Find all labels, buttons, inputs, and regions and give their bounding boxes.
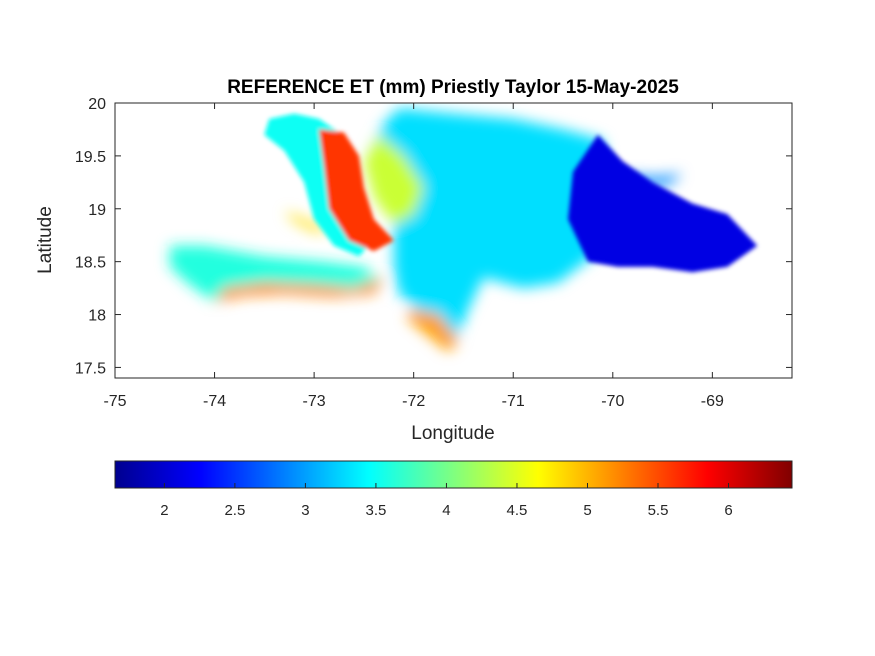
y-tick-label: 19 — [88, 202, 106, 219]
x-tick-label: -72 — [402, 393, 425, 410]
colorbar-tick-label: 3 — [301, 502, 309, 519]
x-tick-label: -71 — [502, 393, 525, 410]
colorbar-tick-label: 6 — [724, 502, 732, 519]
x-tick-label: -75 — [103, 393, 126, 410]
chart-title: REFERENCE ET (mm) Priestly Taylor 15-May… — [227, 77, 679, 98]
y-tick-label: 18 — [88, 308, 106, 325]
colorbar — [114, 460, 793, 489]
map-region — [368, 108, 608, 347]
y-axis-label: Latitude — [35, 206, 56, 274]
colorbar-tick-label: 5 — [583, 502, 591, 519]
x-tick-label: -69 — [701, 393, 724, 410]
map-region — [214, 277, 384, 302]
map-region — [363, 134, 424, 225]
map-region — [408, 309, 459, 352]
colorbar-tick-label: 3.5 — [365, 502, 386, 519]
map-layer — [169, 108, 758, 352]
y-tick-label: 19.5 — [75, 149, 106, 166]
y-tick-label: 18.5 — [75, 255, 106, 272]
x-axis-label: Longitude — [411, 423, 494, 444]
colorbar-ticks: 2 2.5 3 3.5 4 4.5 5 5.5 6 — [160, 483, 733, 519]
map-region — [284, 210, 330, 232]
x-tick-label: -74 — [203, 393, 226, 410]
colorbar-tick-label: 4.5 — [507, 502, 528, 519]
x-axis: -75 -74 -73 -72 -71 -70 -69 — [103, 103, 724, 410]
y-tick-label: 17.5 — [75, 360, 106, 377]
map-region — [319, 129, 394, 252]
y-axis: 17.5 18 18.5 19 19.5 20 — [75, 96, 792, 377]
colorbar-tick-label: 2.5 — [224, 502, 245, 519]
map-region — [568, 134, 758, 273]
colorbar-tick-label: 5.5 — [648, 502, 669, 519]
colorbar-tick-label: 4 — [442, 502, 450, 519]
plot-frame — [114, 102, 793, 379]
y-tick-label: 20 — [88, 96, 106, 113]
x-tick-label: -73 — [303, 393, 326, 410]
colorbar-tick-label: 2 — [160, 502, 168, 519]
x-tick-label: -70 — [601, 393, 624, 410]
